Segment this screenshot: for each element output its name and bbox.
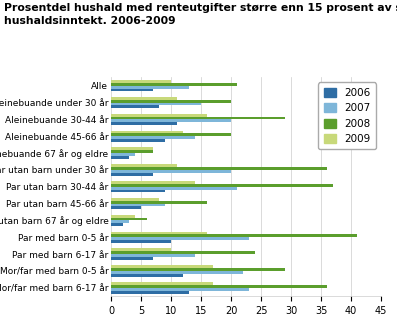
Text: Prosentdel hushald med renteutgifter større enn 15 prosent av samla
hushaldsinnt: Prosentdel hushald med renteutgifter stø… — [4, 3, 397, 26]
Bar — [111, 147, 153, 150]
Bar — [111, 164, 177, 167]
Bar — [111, 119, 231, 122]
Bar — [111, 232, 207, 234]
Bar — [111, 133, 231, 136]
Bar — [111, 86, 189, 89]
Bar — [111, 105, 159, 108]
Legend: 2006, 2007, 2008, 2009: 2006, 2007, 2008, 2009 — [318, 82, 376, 149]
Bar — [111, 257, 153, 260]
Bar — [111, 268, 285, 271]
Bar — [111, 89, 153, 91]
Bar — [111, 173, 153, 175]
Bar — [111, 190, 165, 193]
Bar — [111, 117, 285, 119]
Bar — [111, 288, 249, 291]
Bar — [111, 240, 171, 243]
Bar — [111, 254, 195, 257]
Bar — [111, 97, 177, 100]
Bar — [111, 282, 213, 285]
Bar — [111, 80, 171, 83]
Bar — [111, 223, 123, 226]
Bar — [111, 136, 195, 139]
Bar — [111, 206, 141, 209]
Bar — [111, 271, 243, 274]
Bar — [111, 187, 237, 190]
Bar — [111, 198, 159, 201]
Bar — [111, 167, 327, 170]
Bar — [111, 285, 327, 288]
Bar — [111, 218, 147, 221]
Bar — [111, 153, 135, 156]
Bar — [111, 204, 165, 206]
Bar — [111, 130, 183, 133]
Bar — [111, 122, 177, 125]
Bar — [111, 102, 201, 105]
Bar — [111, 237, 249, 240]
Bar — [111, 100, 231, 102]
Bar — [111, 274, 183, 277]
Bar — [111, 184, 333, 187]
Bar — [111, 221, 129, 223]
Bar — [111, 248, 171, 251]
Bar — [111, 150, 153, 153]
Bar — [111, 251, 255, 254]
Bar — [111, 83, 237, 86]
Bar — [111, 291, 189, 294]
Bar — [111, 201, 207, 204]
Bar — [111, 265, 213, 268]
Bar — [111, 139, 165, 142]
Bar — [111, 234, 357, 237]
Bar — [111, 156, 129, 159]
Bar — [111, 170, 231, 173]
Bar — [111, 215, 135, 218]
Bar — [111, 114, 207, 117]
Bar — [111, 181, 195, 184]
